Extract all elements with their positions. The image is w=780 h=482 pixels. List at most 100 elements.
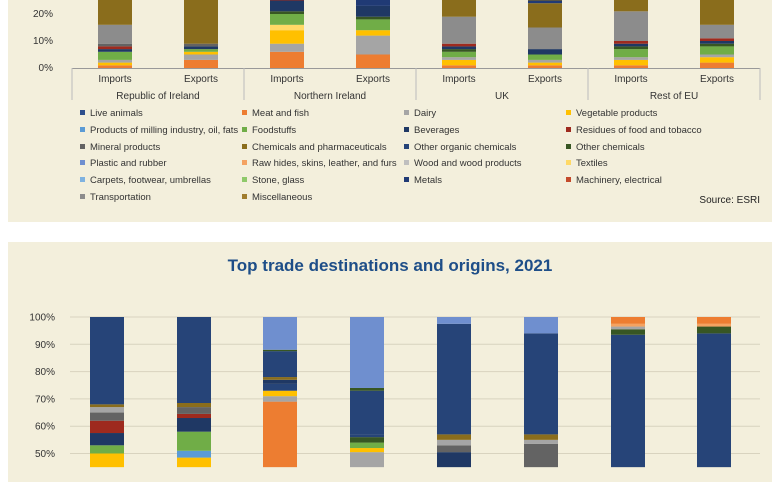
- bar-segment: [263, 396, 297, 402]
- bar-segment: [528, 54, 562, 60]
- bottom-chart-panel: Top trade destinations and origins, 2021…: [8, 242, 772, 482]
- bar-segment: [98, 49, 132, 52]
- legend-swatch: [80, 177, 85, 183]
- bar-segment: [177, 457, 211, 468]
- legend-label: Plastic and rubber: [90, 158, 167, 170]
- bar-segment: [442, 59, 476, 66]
- legend-label: Other organic chemicals: [414, 141, 517, 153]
- bar-segment: [697, 323, 731, 327]
- legend-swatch: [80, 110, 85, 115]
- bar-segment: [528, 3, 562, 28]
- legend-swatch: [566, 143, 571, 149]
- bar-segment: [442, 43, 476, 47]
- bar-segment: [270, 11, 304, 14]
- bar-segment: [442, 65, 476, 68]
- bar-segment: [98, 24, 132, 44]
- top-stacked-bar-chart: 0% 10% 20% Republic of Ireland Northern Irel…: [33, 0, 761, 102]
- bar-segment: [350, 442, 384, 449]
- top-chart-panel: 0% 10% 20% Republic of Ireland Northern Irel…: [8, 0, 772, 222]
- bar-segment: [270, 14, 304, 25]
- legend-item: Residues of food and tobacco: [566, 125, 702, 137]
- bar-segment: [442, 51, 476, 58]
- bar-segment: [263, 317, 297, 350]
- legend-label: Beverages: [414, 124, 460, 136]
- bar-segment: [90, 317, 124, 405]
- legend-swatch: [566, 110, 571, 115]
- bar-segment: [184, 43, 218, 47]
- bar-segment: [90, 412, 124, 421]
- y-tick-label: 100%: [29, 313, 55, 324]
- bar-segment: [700, 41, 734, 44]
- y-tick-label: 20%: [33, 9, 53, 20]
- bar-segment: [184, 59, 218, 68]
- bar-segment: [98, 46, 132, 50]
- bar-segment: [614, 65, 648, 68]
- bar-segment: [614, 57, 648, 60]
- legend-item: Metals: [404, 175, 442, 187]
- legend-item: Wood and wood products: [404, 158, 522, 170]
- legend-label: Foodstuffs: [252, 124, 297, 136]
- bar-segment: [442, 16, 476, 44]
- legend-item: Carpets, footwear, umbrellas: [80, 175, 211, 187]
- bar-segment: [90, 453, 124, 468]
- bar-segment: [90, 433, 124, 446]
- bar-segment: [614, 49, 648, 58]
- bar-segment: [184, 0, 218, 44]
- bar-segment: [437, 317, 471, 324]
- bar-segment: [350, 317, 384, 388]
- bar-segment: [356, 0, 390, 6]
- bar-segment: [614, 11, 648, 42]
- legend-item: Products of milling industry, oil, fats: [80, 125, 238, 137]
- bar-segment: [524, 439, 558, 444]
- category-label: Imports: [98, 74, 131, 85]
- group-label: UK: [495, 91, 509, 102]
- legend-label: Transportation: [90, 192, 151, 203]
- bar-segment: [356, 35, 390, 55]
- y-tick-label: 90%: [35, 340, 55, 351]
- bar-segment: [614, 59, 648, 66]
- legend-swatch: [242, 110, 247, 115]
- legend-item: Miscellaneous: [242, 192, 312, 204]
- bar-segment: [263, 383, 297, 391]
- bar-segment: [356, 19, 390, 31]
- bar-segment: [350, 448, 384, 453]
- legend-item: Beverages: [404, 125, 459, 137]
- legend-swatch: [242, 194, 247, 199]
- bar-segment: [177, 450, 211, 458]
- bar-segment: [437, 323, 471, 435]
- y-tick-label: 60%: [35, 422, 55, 433]
- legend-swatch: [80, 194, 85, 199]
- bar-segment: [442, 57, 476, 60]
- bar-segment: [442, 49, 476, 52]
- bar-segment: [350, 452, 384, 468]
- legend-item: Raw hides, skins, leather, and furs: [242, 158, 397, 170]
- bar-segment: [350, 434, 384, 438]
- legend-item: Stone, glass: [242, 175, 304, 187]
- legend-label: Other chemicals: [576, 141, 645, 153]
- bar-segment: [356, 54, 390, 68]
- legend-label: Wood and wood products: [414, 158, 522, 170]
- bar-segment: [177, 431, 211, 451]
- legend-item: Textiles: [566, 158, 608, 170]
- bar-segment: [263, 379, 297, 384]
- bar-segment: [700, 38, 734, 41]
- bar-segment: [270, 0, 304, 12]
- legend-item: Other chemicals: [566, 142, 645, 154]
- y-tick-label: 80%: [35, 367, 55, 378]
- bar-segment: [700, 24, 734, 39]
- bar-segment: [98, 51, 132, 60]
- legend-item: Dairy: [404, 108, 436, 120]
- bar-segment: [524, 317, 558, 334]
- bar-segment: [700, 43, 734, 47]
- bar-segment: [697, 317, 731, 324]
- bar-segment: [528, 49, 562, 55]
- bottom-chart-title: Top trade destinations and origins, 2021: [227, 256, 553, 275]
- bar-segment: [356, 16, 390, 20]
- legend-swatch: [404, 160, 409, 166]
- legend-label: Mineral products: [90, 141, 161, 153]
- bar-segment: [90, 445, 124, 454]
- legend-label: Stone, glass: [252, 175, 305, 187]
- source-note: Source: ESRI: [699, 195, 760, 206]
- bar-segment: [270, 51, 304, 68]
- legend-swatch: [242, 143, 247, 149]
